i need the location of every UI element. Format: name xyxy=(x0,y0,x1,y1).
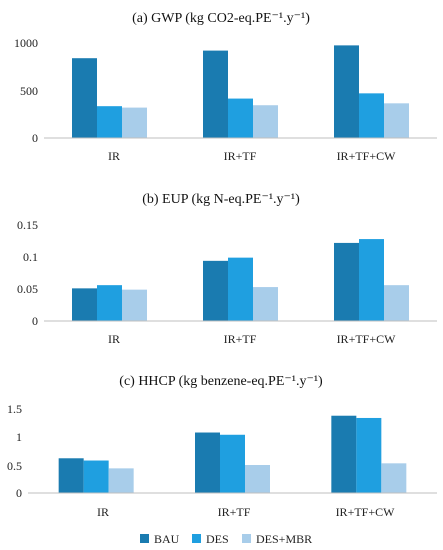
legend-label: BAU xyxy=(154,532,180,546)
bar-des-ir-tf-cw xyxy=(356,417,382,493)
x-category-label: IR+TF+CW xyxy=(337,149,397,163)
y-tick-label: 0.5 xyxy=(7,459,22,473)
x-category-label: IR xyxy=(108,149,120,163)
bar-des-ir-tf xyxy=(220,434,245,493)
y-axis-ticks: 0 0.5 1 1.5 xyxy=(7,402,22,500)
y-axis-ticks: 0 0.05 0.1 0.15 xyxy=(17,218,38,328)
bar-group xyxy=(72,239,409,321)
bar-des-mbr-ir-tf-cw xyxy=(381,463,407,493)
bar-des-mbr-ir xyxy=(108,468,134,493)
legend-item-des: DES xyxy=(192,532,229,546)
bar-bau-ir-tf xyxy=(203,50,228,138)
bar-des-ir-tf-cw xyxy=(359,239,384,321)
x-category-labels: IR IR+TF IR+TF+CW xyxy=(108,332,396,346)
y-tick-label: 0.05 xyxy=(17,282,38,296)
chart-title: (c) HHCP (kg benzene-eq.PE⁻¹.y⁻¹) xyxy=(119,374,323,389)
y-tick-label: 0.1 xyxy=(23,250,38,264)
legend-swatch xyxy=(242,534,251,543)
y-tick-label: 0 xyxy=(16,486,22,500)
x-category-labels: IR IR+TF IR+TF+CW xyxy=(97,505,395,519)
y-tick-label: 500 xyxy=(20,84,38,98)
bar-des-ir-tf xyxy=(228,257,253,321)
y-tick-label: 1 xyxy=(16,430,22,444)
legend: BAU DES DES+MBR xyxy=(140,532,312,546)
bar-des-mbr-ir-tf-cw xyxy=(384,103,409,138)
x-category-labels: IR IR+TF IR+TF+CW xyxy=(108,149,396,163)
legend-label: DES+MBR xyxy=(256,532,312,546)
bar-bau-ir-tf-cw xyxy=(334,242,359,321)
bar-des-mbr-ir xyxy=(122,289,147,321)
legend-swatch xyxy=(140,534,149,543)
bar-des-ir xyxy=(97,106,122,138)
legend-label: DES xyxy=(206,532,229,546)
legend-item-des-mbr: DES+MBR xyxy=(242,532,312,546)
chart-gwp: (a) GWP (kg CO2-eq.PE⁻¹.y⁻¹) 0 500 1000 … xyxy=(14,11,437,163)
y-tick-label: 0 xyxy=(32,314,38,328)
x-category-label: IR+TF xyxy=(224,149,257,163)
bar-des-mbr-ir-tf xyxy=(253,287,278,321)
bar-group xyxy=(58,415,407,493)
bar-group xyxy=(72,45,409,139)
legend-swatch xyxy=(192,534,201,543)
bar-des-ir xyxy=(83,460,109,493)
bar-des-ir xyxy=(97,285,122,321)
bar-bau-ir-tf-cw xyxy=(334,45,359,138)
x-category-label: IR+TF xyxy=(218,505,251,519)
bar-bau-ir-tf-cw xyxy=(331,415,357,493)
y-tick-label: 1000 xyxy=(14,36,38,50)
chart-hhcp: (c) HHCP (kg benzene-eq.PE⁻¹.y⁻¹) 0 0.5 … xyxy=(7,374,437,519)
bar-des-mbr-ir-tf-cw xyxy=(384,285,409,321)
bar-des-mbr-ir xyxy=(122,107,147,138)
x-category-label: IR+TF+CW xyxy=(337,332,397,346)
bar-bau-ir-tf xyxy=(203,260,228,321)
bar-des-ir-tf-cw xyxy=(359,93,384,138)
y-axis-ticks: 0 500 1000 xyxy=(14,36,38,145)
y-tick-label: 0.15 xyxy=(17,218,38,232)
y-tick-label: 1.5 xyxy=(7,402,22,416)
x-category-label: IR xyxy=(97,505,109,519)
bar-des-ir-tf xyxy=(228,98,253,138)
x-category-label: IR xyxy=(108,332,120,346)
bar-des-mbr-ir-tf xyxy=(245,465,270,493)
chart-eup: (b) EUP (kg N-eq.PE⁻¹.y⁻¹) 0 0.05 0.1 0.… xyxy=(17,192,437,346)
bar-des-mbr-ir-tf xyxy=(253,105,278,138)
bar-bau-ir xyxy=(72,288,97,321)
x-category-label: IR+TF xyxy=(224,332,257,346)
chart-title: (a) GWP (kg CO2-eq.PE⁻¹.y⁻¹) xyxy=(132,11,310,26)
chart-title: (b) EUP (kg N-eq.PE⁻¹.y⁻¹) xyxy=(142,192,300,207)
legend-item-bau: BAU xyxy=(140,532,180,546)
bar-bau-ir xyxy=(72,58,97,139)
x-category-label: IR+TF+CW xyxy=(336,505,396,519)
y-tick-label: 0 xyxy=(32,131,38,145)
bar-bau-ir-tf xyxy=(195,432,220,493)
bar-bau-ir xyxy=(58,458,84,493)
